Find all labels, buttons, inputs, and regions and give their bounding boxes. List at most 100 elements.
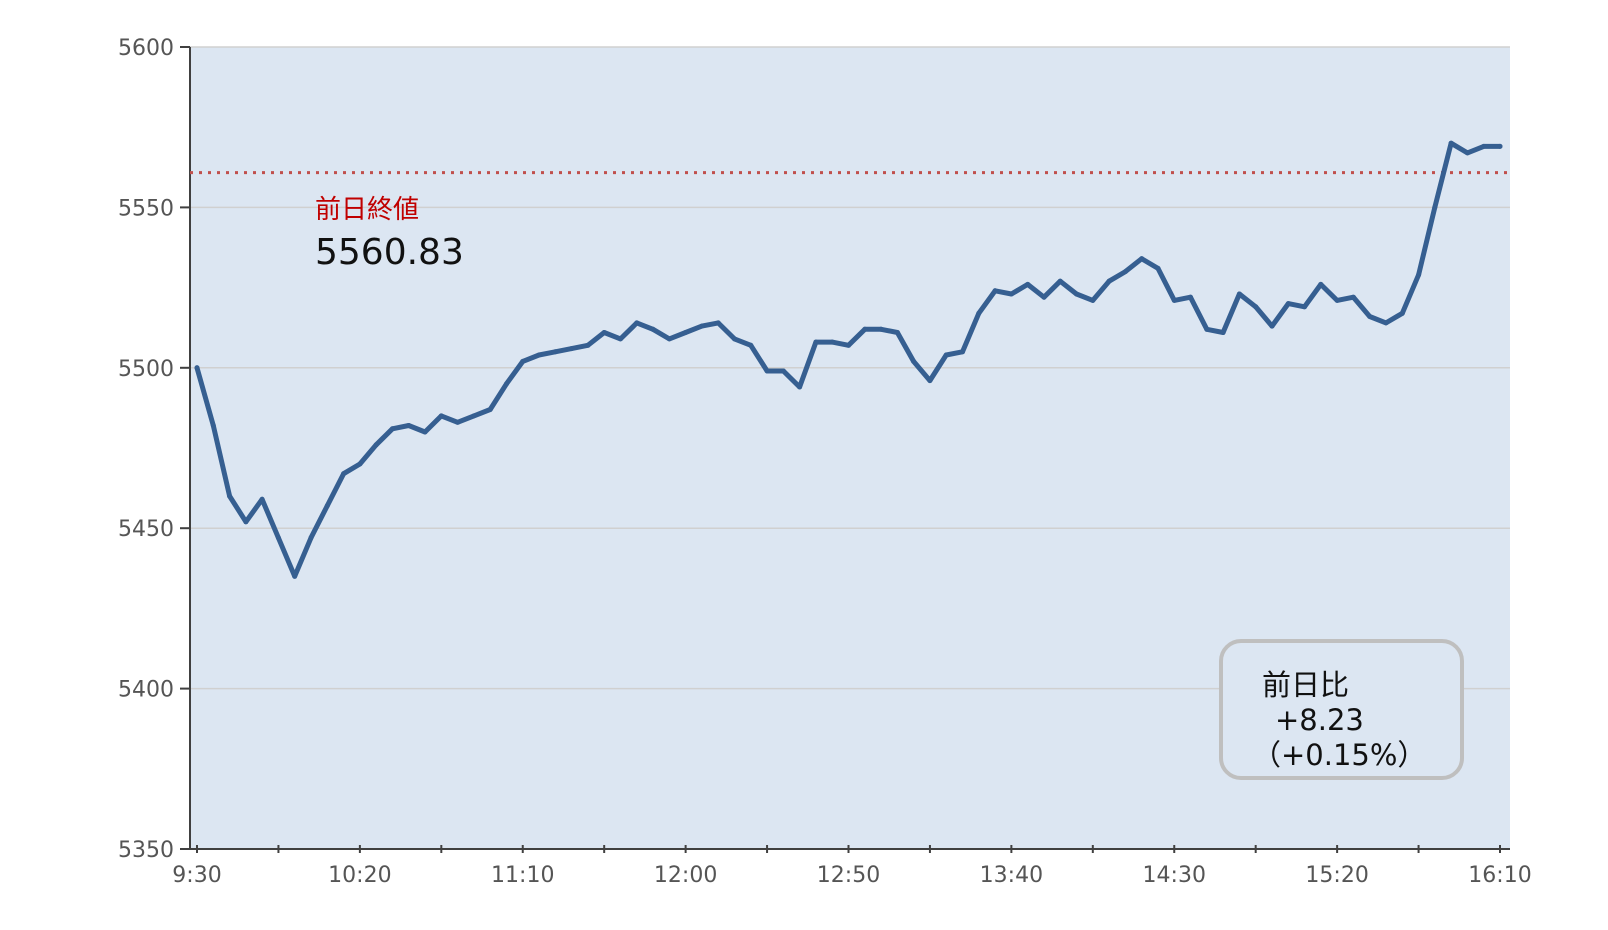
y-tick-label: 5450 [118, 517, 174, 542]
data-point [1399, 310, 1405, 316]
data-point [373, 442, 379, 448]
data-point [618, 336, 623, 342]
data-point [1383, 320, 1389, 326]
data-point [357, 461, 363, 467]
data-point [699, 323, 705, 329]
x-tick-label: 15:20 [1305, 863, 1368, 888]
data-point [992, 288, 998, 294]
y-tick-label: 5550 [118, 196, 174, 221]
data-point [1269, 323, 1275, 329]
data-point [1220, 330, 1226, 335]
data-point [1122, 269, 1128, 275]
data-point [1057, 278, 1063, 284]
change-value: +8.23 [1275, 703, 1364, 737]
data-point [1448, 140, 1454, 146]
y-tick-label: 5400 [118, 678, 174, 703]
x-tick-label: 11:10 [491, 863, 554, 888]
data-point [536, 352, 542, 358]
data-point [389, 426, 395, 432]
data-point [780, 368, 786, 374]
y-tick-labels: 5350 5400 5450 5500 5550 5600 [118, 36, 190, 863]
data-point [650, 326, 656, 332]
data-point [1481, 143, 1487, 149]
previous-close-label: 前日終値 [315, 195, 419, 225]
x-tick-label: 12:50 [817, 863, 880, 888]
data-point [976, 310, 982, 316]
data-point [585, 342, 591, 348]
data-point [797, 384, 803, 390]
y-tick-label: 5600 [118, 36, 174, 61]
data-point [227, 493, 233, 499]
data-point [520, 358, 526, 364]
data-point [1139, 256, 1145, 262]
previous-close-value: 5560.83 [315, 232, 464, 273]
data-point [732, 336, 737, 342]
data-point [1074, 291, 1079, 297]
data-point [1090, 297, 1096, 303]
data-point [894, 330, 900, 335]
data-point [552, 349, 558, 355]
data-point [1253, 304, 1259, 310]
data-point [927, 378, 933, 384]
data-point [813, 339, 819, 345]
data-point [634, 320, 640, 326]
data-point [1497, 143, 1503, 149]
data-point [438, 413, 444, 419]
data-point [846, 342, 851, 348]
data-point [1171, 297, 1177, 303]
change-callout: 前日比 +8.23 （+0.15%） [1219, 639, 1464, 780]
data-point [308, 535, 314, 541]
x-tick-label: 10:20 [328, 863, 391, 888]
data-point [1204, 326, 1210, 332]
data-point [943, 352, 949, 358]
change-label: 前日比 [1262, 668, 1349, 702]
change-callout-box [1219, 639, 1464, 780]
data-point [1464, 150, 1470, 156]
data-point [1432, 204, 1438, 210]
x-tick-label: 9:30 [172, 863, 221, 888]
data-point [1416, 272, 1422, 278]
data-point [1041, 294, 1047, 300]
data-point [960, 349, 965, 355]
data-point [455, 419, 461, 425]
data-point [324, 503, 330, 509]
data-point [406, 423, 412, 428]
data-point [341, 471, 347, 477]
data-point [210, 423, 216, 428]
data-point [422, 429, 428, 435]
x-tick-labels: 9:30 10:20 11:10 12:00 12:50 13:40 14:30 15:20 1… [172, 845, 1532, 888]
data-point [1350, 294, 1356, 300]
data-point [504, 381, 509, 387]
x-tick-label: 16:10 [1468, 863, 1531, 888]
x-tick-label: 13:40 [980, 863, 1043, 888]
data-point [471, 413, 477, 419]
change-percent: （+0.15%） [1252, 738, 1426, 772]
data-point [862, 326, 868, 332]
data-point [1008, 291, 1014, 297]
data-point [878, 326, 884, 332]
data-point [666, 336, 672, 342]
data-point [715, 320, 721, 326]
data-point [1367, 314, 1373, 319]
data-point [1106, 278, 1112, 284]
axes [189, 47, 1510, 850]
data-point [194, 365, 200, 371]
y-tick-label: 5350 [118, 838, 174, 863]
data-point [487, 407, 493, 412]
data-points [194, 140, 1503, 579]
data-point [243, 519, 249, 525]
data-point [683, 330, 689, 335]
data-point [1285, 301, 1291, 307]
x-tick-label: 14:30 [1143, 863, 1206, 888]
data-point [1302, 304, 1307, 310]
data-point [259, 496, 265, 502]
data-point [1236, 291, 1242, 297]
data-point [1318, 281, 1324, 287]
data-point [1155, 265, 1161, 271]
data-point [275, 535, 281, 541]
data-point [911, 358, 917, 364]
y-tick-label: 5500 [118, 357, 174, 382]
data-point [1188, 294, 1193, 300]
data-point [829, 339, 835, 345]
